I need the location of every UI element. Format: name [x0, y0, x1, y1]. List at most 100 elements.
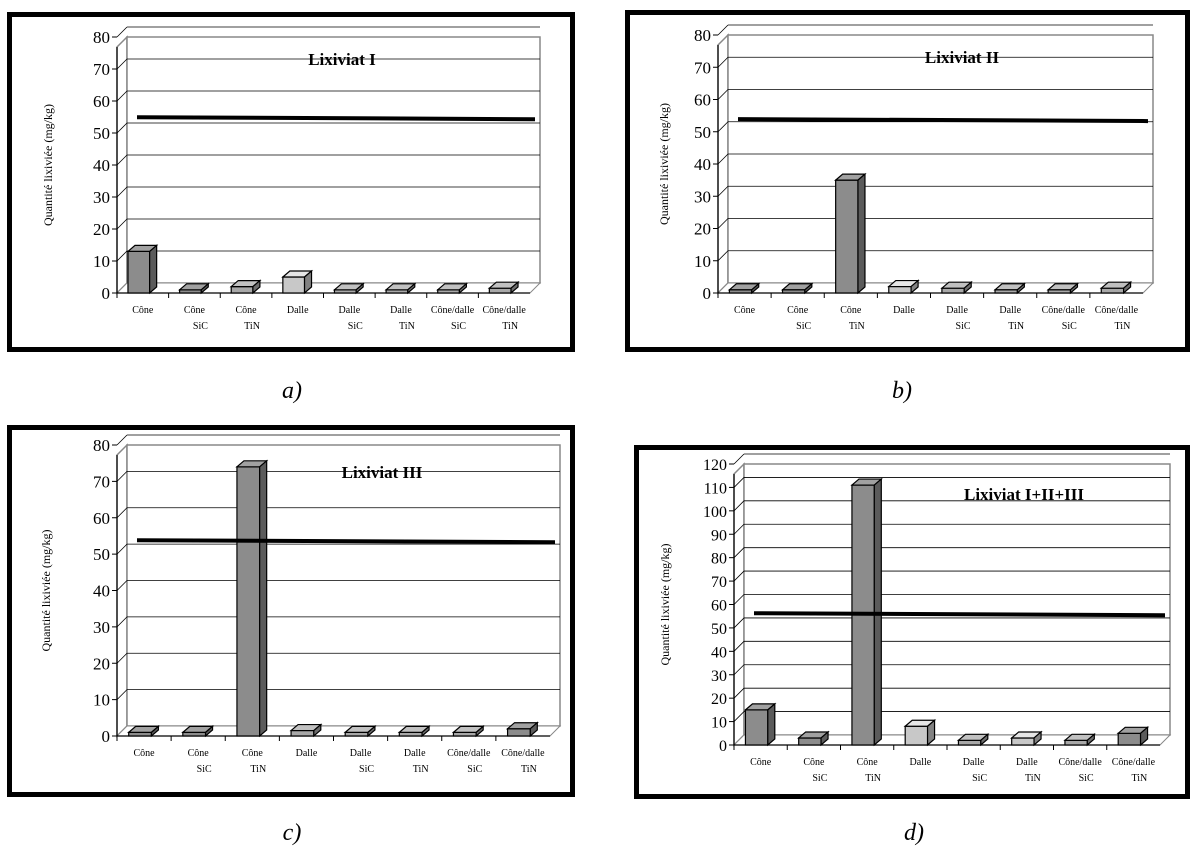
- x-tick-label: Cône/dalle: [447, 748, 491, 759]
- chart-svg: 0 10 20 30 40 50 60 70 80 Quantité lixiviée (mg/k…: [657, 24, 1155, 332]
- bar: [181, 725, 215, 738]
- x-tick-label: Dalle: [963, 757, 985, 768]
- x-tick-label: Cône/dalle: [431, 305, 475, 316]
- bar-side: [857, 172, 866, 295]
- gridline-side: [116, 616, 128, 628]
- bar-side: [751, 282, 760, 295]
- gridline-side: [733, 617, 745, 629]
- gridline-side: [717, 218, 729, 229]
- x-tick-label: SiC: [197, 764, 212, 775]
- y-tick-label: 60: [93, 509, 110, 528]
- chart-title: Lixiviat II: [925, 48, 1000, 67]
- gridline-side: [116, 507, 128, 519]
- y-tick-label: 60: [93, 92, 110, 111]
- bar: [797, 730, 830, 747]
- x-tick-label: Dalle: [404, 748, 426, 759]
- bar: [384, 282, 417, 295]
- x-tick-label: TiN: [399, 321, 415, 332]
- reference-line: [753, 611, 1166, 618]
- bar-front: [1064, 739, 1088, 746]
- bar: [332, 282, 365, 295]
- gridline-side: [733, 453, 745, 465]
- y-axis-label: Quantité lixiviée (mg/kg): [658, 544, 672, 666]
- y-tick-label: 10: [711, 715, 727, 732]
- bar: [903, 718, 937, 747]
- gridline-side: [717, 89, 729, 100]
- bar: [1063, 733, 1096, 747]
- chart-title: Lixiviat I+II+III: [964, 485, 1084, 504]
- x-tick-label: Cône: [188, 748, 210, 759]
- bar: [289, 723, 323, 738]
- gridline-side: [717, 250, 729, 262]
- y-tick-label: 0: [703, 284, 712, 303]
- x-tick-label: TiN: [521, 764, 537, 775]
- bar-front: [290, 729, 315, 737]
- gridline-side: [717, 153, 729, 165]
- bar-side: [204, 725, 214, 738]
- y-tick-label: 70: [93, 472, 110, 491]
- bar: [505, 721, 539, 738]
- gridline-side: [116, 434, 128, 446]
- side-wall: [116, 443, 128, 738]
- bar: [940, 280, 973, 295]
- bar-front: [1117, 732, 1142, 746]
- y-tick-label: 20: [93, 654, 110, 673]
- bar-front: [1011, 737, 1035, 746]
- x-tick-label: Dalle: [910, 757, 932, 768]
- bar-side: [1139, 725, 1149, 747]
- bar-side: [820, 730, 829, 747]
- y-tick-label: 50: [93, 545, 110, 564]
- bar: [956, 733, 990, 747]
- y-tick-label: 120: [703, 457, 727, 474]
- gridline-side: [733, 664, 745, 676]
- bar-side: [1086, 733, 1095, 747]
- y-tick-label: 110: [704, 480, 727, 497]
- y-tick-label: 100: [703, 504, 727, 521]
- gridline-side: [116, 543, 128, 555]
- gridline-side: [717, 56, 729, 68]
- bar-front: [506, 728, 531, 737]
- x-tick-label: SiC: [972, 773, 987, 784]
- gridline-side: [116, 689, 128, 700]
- bar: [993, 282, 1026, 295]
- x-tick-label: TiN: [1131, 773, 1147, 784]
- gridline-side: [116, 471, 128, 482]
- y-tick-label: 40: [93, 156, 110, 175]
- bar-side: [510, 280, 519, 295]
- bar-side: [1016, 282, 1025, 295]
- bar: [1046, 282, 1080, 295]
- bar-side: [458, 282, 468, 295]
- bar: [177, 282, 210, 295]
- chart-svg: 0 10 20 30 40 50 60 70 80 Quantité lixiviée (mg/k…: [41, 26, 542, 332]
- bar-front: [236, 466, 261, 737]
- bar: [743, 702, 777, 747]
- y-tick-label: 50: [694, 123, 711, 142]
- x-tick-label: SiC: [359, 764, 374, 775]
- caption-a: a): [282, 378, 302, 404]
- bar-front: [282, 276, 306, 294]
- gridline-side: [733, 711, 745, 722]
- x-tick-label: SiC: [1062, 321, 1077, 332]
- y-tick-label: 40: [711, 644, 727, 661]
- y-tick-label: 0: [102, 284, 111, 303]
- bar-side: [313, 723, 322, 738]
- y-tick-label: 10: [694, 252, 711, 271]
- bar-side: [1122, 280, 1132, 295]
- bar-side: [980, 733, 989, 747]
- bar-front: [230, 286, 254, 294]
- gridline-side: [733, 477, 745, 488]
- x-tick-label: SiC: [1079, 773, 1094, 784]
- chart-svg: 0 10 20 30 40 50 60 70 80 90 100 110 120 Quantité lix…: [658, 453, 1172, 784]
- y-tick-label: 30: [694, 187, 711, 206]
- x-tick-label: SiC: [796, 321, 811, 332]
- bar-side: [926, 718, 936, 747]
- bar: [1116, 725, 1150, 747]
- y-tick-label: 80: [93, 28, 110, 47]
- bar-side: [149, 244, 158, 295]
- gridline-side: [717, 185, 729, 197]
- gridline-side: [733, 570, 745, 582]
- x-tick-label: SiC: [193, 321, 208, 332]
- y-axis-label: Quantité lixiviée (mg/kg): [39, 530, 53, 652]
- bar-side: [475, 725, 484, 738]
- y-tick-label: 90: [711, 527, 727, 544]
